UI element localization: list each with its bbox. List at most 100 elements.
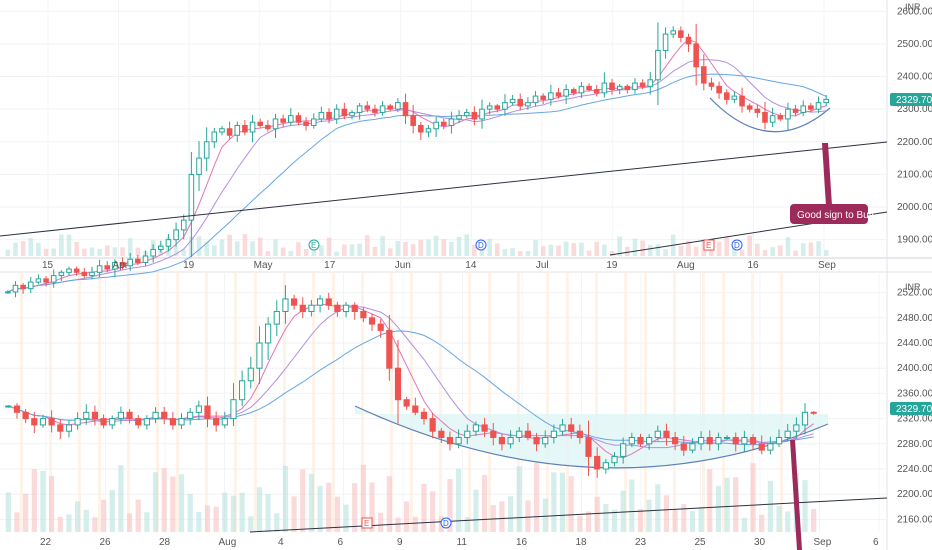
bot-volume-bar — [507, 496, 514, 532]
dividend-marker-2[interactable] — [731, 239, 743, 251]
top-candle-body — [333, 108, 340, 120]
bot-candle-body — [5, 405, 12, 408]
top-candle-body — [341, 108, 348, 117]
top-volume-bar — [59, 234, 64, 256]
top-volume-bar — [13, 242, 18, 256]
bot-candle-body — [135, 418, 142, 426]
bot-volume-bar — [620, 490, 626, 532]
bot-volume-bar — [57, 516, 63, 532]
bot-volume-bar — [499, 501, 505, 532]
session-highlight — [98, 272, 101, 532]
bot-volume-bar — [473, 489, 479, 532]
cup-arc-top — [709, 97, 831, 133]
top-candle-body — [525, 102, 531, 107]
top-y-tick-label: 2500.00 — [897, 39, 932, 50]
annotation-pointer — [822, 143, 832, 206]
top-volume-bar — [410, 244, 416, 256]
top-volume-bar — [579, 242, 584, 256]
top-candle-body — [785, 108, 791, 120]
top-volume-bar — [609, 251, 615, 256]
session-highlight — [156, 272, 159, 532]
top-volume-bar — [693, 246, 699, 256]
top-y-tick-label: 2000.00 — [897, 202, 932, 213]
top-volume-bar — [678, 245, 684, 256]
bot-candle-body — [420, 411, 428, 420]
bot-candle-body — [342, 304, 350, 313]
top-candle-body — [73, 268, 80, 273]
bot-volume-bar — [404, 501, 410, 532]
top-volume-bar — [563, 241, 569, 256]
top-y-tick-label: 1900.00 — [897, 235, 932, 246]
bot-candle-body — [368, 317, 376, 325]
bot-volume-bar — [715, 485, 722, 532]
top-candle-body — [808, 105, 814, 110]
top-candle-body — [402, 102, 409, 117]
earnings-marker-bottom-label: E — [364, 519, 369, 528]
bot-candle-body — [611, 455, 618, 464]
top-candle-body — [326, 111, 332, 120]
top-x-tick-label: 17 — [324, 260, 336, 271]
bot-candle-body — [412, 405, 419, 413]
top-volume-bar — [808, 242, 814, 256]
bot-y-tick-label: 2520.00 — [897, 288, 932, 299]
bot-volume-bar — [308, 473, 315, 532]
bot-candle-body — [299, 304, 306, 313]
top-candle-body — [685, 36, 692, 45]
bot-candle-body — [152, 411, 159, 420]
earnings-marker-bottom[interactable] — [361, 517, 373, 529]
bot-volume-bar — [430, 491, 436, 532]
top-volume-bar — [51, 248, 57, 256]
top-volume-bar — [517, 251, 523, 256]
top-volume-bar — [632, 238, 638, 256]
bot-volume-bar — [239, 492, 245, 532]
top-candle-body — [173, 229, 179, 241]
top-volume-bar — [395, 241, 401, 256]
bot-y-tick-label: 2240.00 — [897, 464, 932, 475]
bot-volume-bar — [395, 517, 401, 532]
top-volume-bar — [257, 237, 263, 256]
bot-candle-body — [732, 437, 739, 445]
cup-fill-bottom — [355, 406, 828, 468]
bot-candle-body — [57, 424, 64, 432]
top-candle-body — [456, 115, 462, 120]
bot-candle-body — [308, 304, 315, 313]
top-volume-bar — [127, 238, 133, 256]
bot-x-tick-label: 25 — [695, 537, 707, 548]
price-tag-bottom-text: 2329.70 — [896, 404, 932, 415]
top-volume-bar — [319, 245, 324, 256]
earnings-marker-2[interactable] — [703, 239, 715, 251]
session-highlight — [176, 272, 179, 532]
bot-volume-bar — [230, 495, 237, 532]
dividend-marker-bottom[interactable] — [440, 517, 452, 529]
top-candle-body — [815, 102, 822, 110]
bot-volume-bar — [317, 485, 323, 532]
bot-candle-body — [706, 437, 713, 445]
session-highlight — [439, 272, 442, 532]
top-volume-bar — [234, 241, 240, 256]
top-volume-bar — [525, 250, 531, 256]
bot-x-tick-label: 4 — [278, 537, 284, 548]
bot-volume-bar — [724, 477, 730, 532]
dividend-marker[interactable] — [475, 239, 487, 251]
top-volume-bar — [770, 247, 775, 256]
top-candle-body — [517, 98, 524, 107]
top-candle-body — [356, 105, 363, 113]
top-candle-body — [563, 89, 569, 97]
earnings-marker[interactable] — [308, 239, 320, 251]
top-candle-body — [471, 111, 478, 120]
bot-volume-bar — [31, 469, 37, 532]
top-candle-body — [66, 268, 72, 273]
top-candle-body — [540, 95, 546, 100]
bot-candle-body — [334, 304, 341, 313]
bot-candle-body — [507, 437, 514, 445]
top-volume-bar — [74, 241, 79, 256]
top-volume-bar — [242, 234, 248, 256]
bot-candle-body — [265, 323, 272, 344]
bot-candle-body — [195, 405, 202, 413]
top-volume-bar — [433, 236, 439, 256]
bot-candle-body — [377, 323, 384, 331]
bot-volume-bar — [386, 476, 392, 532]
top-volume-bar — [212, 245, 217, 256]
bot-volume-bar — [75, 501, 81, 532]
top-volume-bar — [762, 250, 768, 256]
